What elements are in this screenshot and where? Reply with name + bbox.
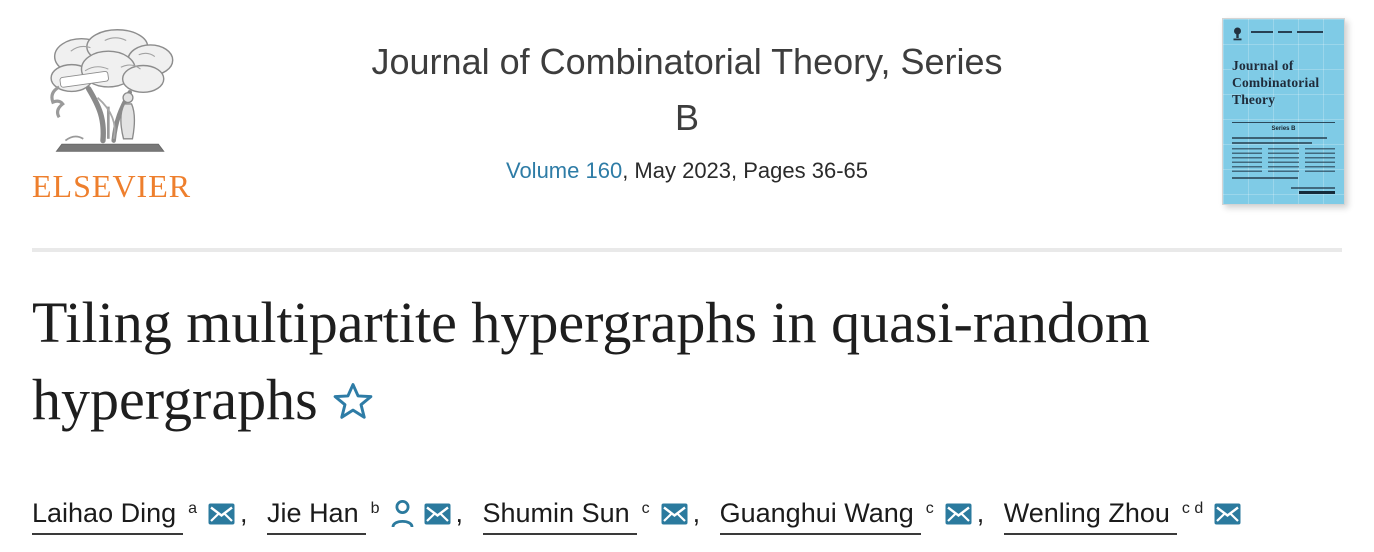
author-affiliation-sup: c: [925, 500, 934, 518]
elsevier-tree-icon: [50, 29, 174, 152]
page-header: ELSEVIER Journal of Combinatorial Theory…: [0, 0, 1374, 248]
journal-cover-thumbnail[interactable]: Journal of Combinatorial Theory Series B: [1222, 18, 1345, 205]
author-affiliation-sup: a: [188, 500, 198, 518]
author-separator: ,: [240, 498, 256, 528]
email-envelope-icon[interactable]: [424, 503, 451, 525]
author-link[interactable]: Laihao Ding: [32, 498, 184, 535]
email-envelope-icon[interactable]: [661, 503, 688, 525]
author-link[interactable]: Jie Han: [267, 498, 366, 535]
cover-editor-columns: [1232, 148, 1335, 172]
author-list: Laihao Ding a, Jie Han b, Shumin Sun c, Gua…: [32, 482, 1342, 549]
cover-rule: [1232, 122, 1335, 123]
cover-editorial-lines: [1232, 137, 1335, 144]
cover-journal-title: Journal of Combinatorial Theory: [1232, 58, 1320, 107]
issue-date-pages: , May 2023, Pages 36-65: [622, 158, 869, 183]
journal-header: Journal of Combinatorial Theory, Series …: [210, 34, 1164, 184]
email-envelope-icon[interactable]: [945, 503, 972, 525]
cover-series-label: Series B: [1271, 126, 1296, 132]
email-envelope-icon[interactable]: [1214, 503, 1241, 525]
article-title-text: Tiling multipartite hypergraphs in quasi…: [32, 290, 1151, 432]
header-divider: [32, 248, 1342, 252]
email-envelope-icon[interactable]: [208, 503, 235, 525]
author-link[interactable]: Shumin Sun: [482, 498, 637, 535]
journal-title-line2: B: [674, 97, 699, 138]
author-link[interactable]: Guanghui Wang: [719, 498, 921, 535]
author-link[interactable]: Wenling Zhou: [1003, 498, 1177, 535]
author-profile-icon[interactable]: [391, 499, 414, 528]
author-affiliation-sup: c d: [1181, 500, 1204, 518]
author-affiliation-sup: b: [370, 500, 380, 518]
author-separator: ,: [692, 498, 708, 528]
cover-sciencedirect-text: [1232, 187, 1335, 196]
author-separator: ,: [455, 498, 471, 528]
cover-masthead-text: [1251, 31, 1323, 33]
elsevier-logo: ELSEVIER: [32, 24, 190, 205]
author-separator: ,: [976, 498, 992, 528]
cover-masthead: [1232, 27, 1335, 41]
issue-info-line: Volume 160, May 2023, Pages 36-65: [210, 158, 1164, 184]
cover-elsevier-mini-icon: [1233, 27, 1242, 41]
elsevier-wordmark: ELSEVIER: [32, 168, 192, 204]
volume-link[interactable]: Volume 160: [505, 158, 623, 183]
author-affiliation-sup: c: [641, 500, 650, 518]
cover-footer-line: [1232, 177, 1335, 179]
footnote-star-icon[interactable]: [332, 380, 374, 422]
journal-title-line1: Journal of Combinatorial Theory, Series: [371, 41, 1003, 82]
article-title: Tiling multipartite hypergraphs in quasi…: [32, 284, 1217, 438]
